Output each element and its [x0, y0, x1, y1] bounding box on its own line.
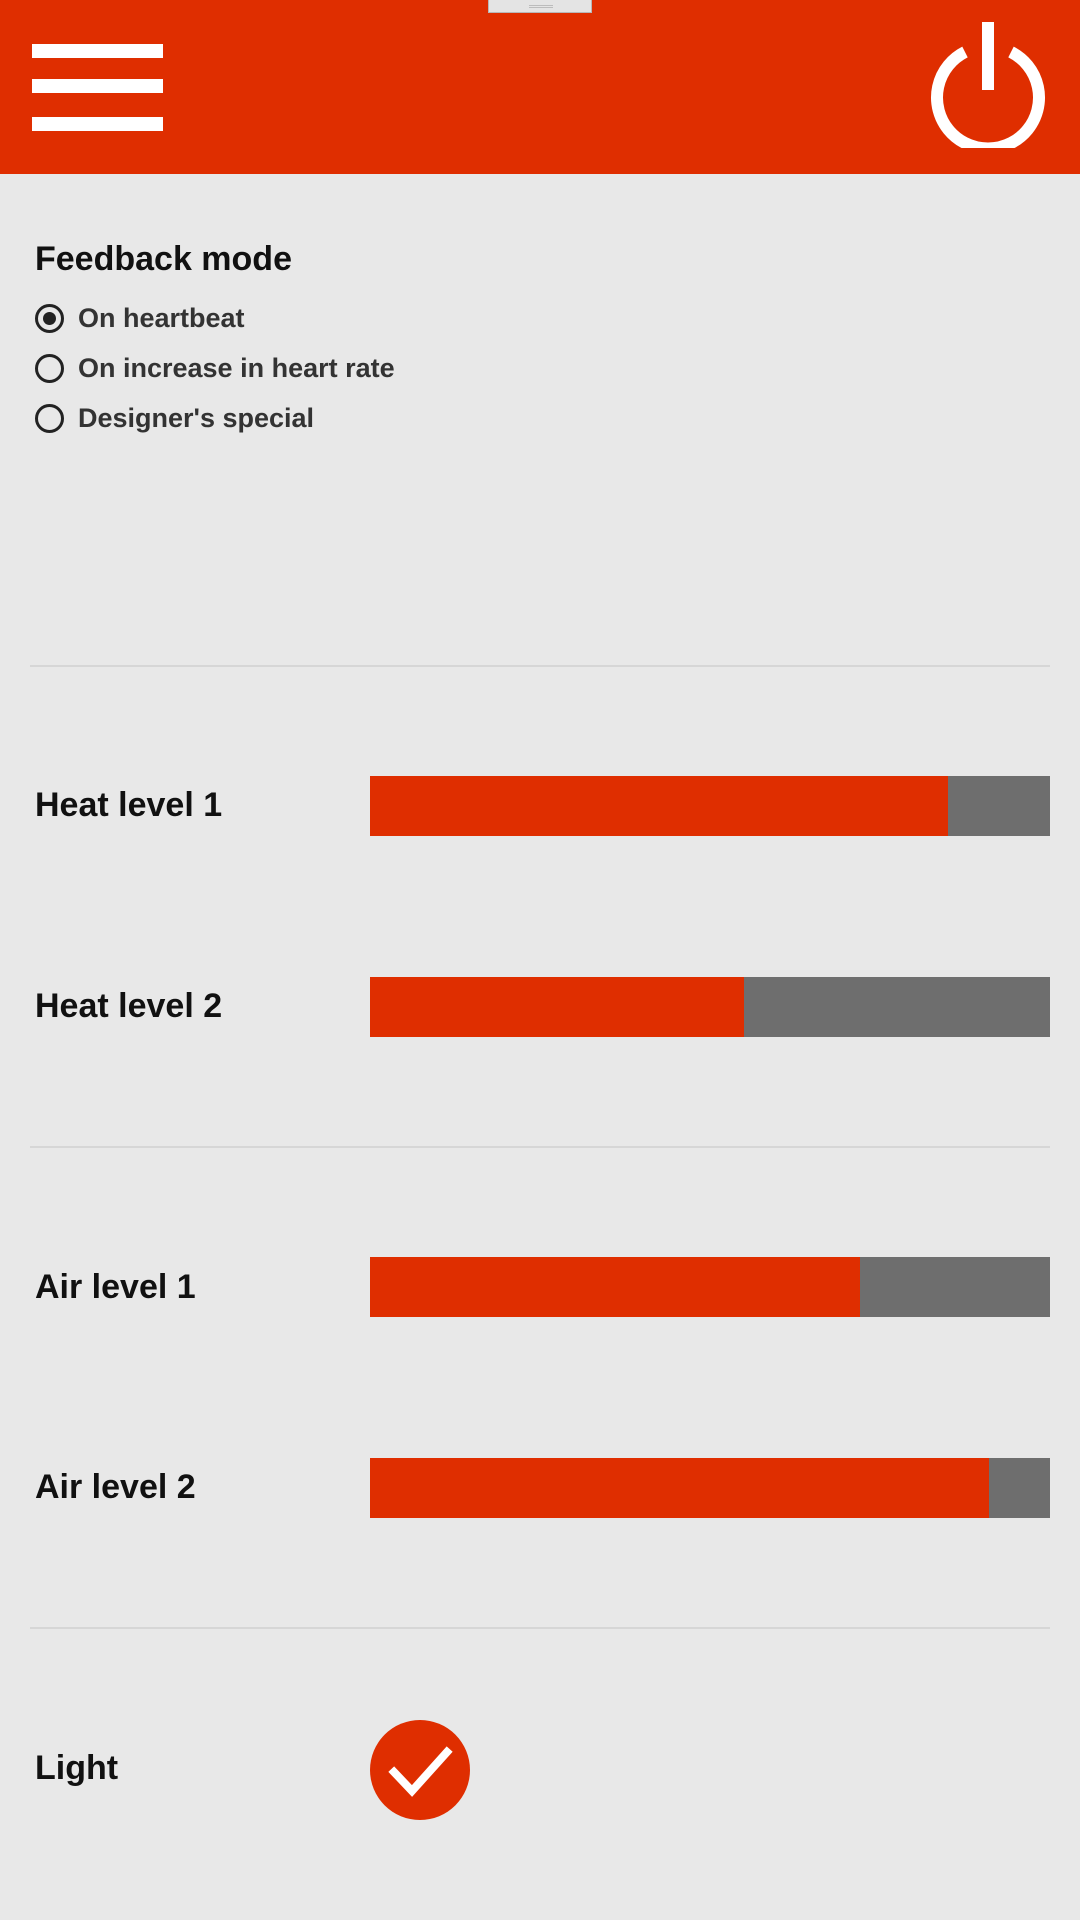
slider-fill	[370, 977, 744, 1037]
radio-label: On heartbeat	[78, 302, 245, 333]
radio-designers-special[interactable]: Designer's special	[35, 398, 314, 438]
radio-unselected-icon	[35, 353, 64, 383]
heat-level-1-slider[interactable]	[370, 776, 1050, 836]
power-button[interactable]	[924, 16, 1052, 155]
air-level-2-slider[interactable]	[370, 1458, 1050, 1518]
slider-fill	[370, 1458, 989, 1518]
feedback-mode-title: Feedback mode	[35, 240, 292, 278]
power-icon	[931, 22, 1045, 155]
slider-fill	[370, 776, 948, 836]
air-level-2-label: Air level 2	[35, 1468, 196, 1506]
air-level-1-label: Air level 1	[35, 1268, 196, 1306]
menu-button[interactable]	[24, 36, 164, 136]
divider	[30, 1146, 1050, 1148]
checkmark-icon	[388, 1746, 453, 1797]
light-toggle-button[interactable]	[370, 1720, 470, 1820]
slider-fill	[370, 1257, 860, 1317]
radio-label: On increase in heart rate	[78, 352, 395, 383]
divider	[30, 665, 1050, 667]
app-header	[0, 0, 1080, 174]
radio-unselected-icon	[35, 403, 64, 433]
heat-level-2-slider[interactable]	[370, 977, 1050, 1037]
heat-level-1-label: Heat level 1	[35, 786, 223, 824]
air-level-1-slider[interactable]	[370, 1257, 1050, 1317]
radio-on-heartbeat[interactable]: On heartbeat	[35, 298, 245, 338]
radio-label: Designer's special	[78, 402, 315, 433]
grip-lines-icon	[529, 5, 553, 8]
radio-on-increase-in-heart-rate[interactable]: On increase in heart rate	[35, 348, 395, 388]
heat-level-2-label: Heat level 2	[35, 987, 223, 1025]
divider	[30, 1627, 1050, 1629]
radio-selected-icon	[35, 303, 64, 333]
drag-handle[interactable]	[488, 0, 592, 13]
light-label: Light	[35, 1749, 119, 1787]
